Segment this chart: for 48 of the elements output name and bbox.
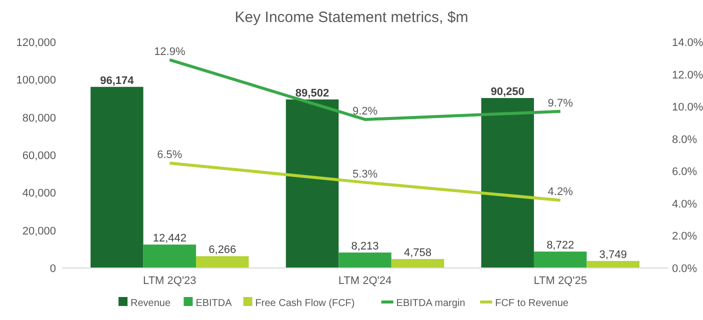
y2-tick-label: 2.0% xyxy=(672,230,698,243)
y-tick-label: 40,000 xyxy=(22,188,56,200)
data-label: 6.5% xyxy=(157,149,182,162)
y-tick-label: 120,000 xyxy=(16,37,56,49)
bar xyxy=(143,244,196,268)
y-tick-label: 100,000 xyxy=(16,74,56,87)
x-tick-label: LTM 2Q'24 xyxy=(338,275,392,287)
data-label: 9.2% xyxy=(352,105,378,118)
legend-label: EBITDA xyxy=(196,298,232,309)
data-label: 8,722 xyxy=(546,240,574,252)
y2-tick-label: 8.0% xyxy=(672,134,698,146)
data-label: 12,442 xyxy=(152,232,186,245)
x-tick-label: LTM 2Q'23 xyxy=(143,275,196,287)
x-tick-label: LTM 2Q'25 xyxy=(534,275,587,287)
data-label: 8,213 xyxy=(351,240,379,253)
bar xyxy=(90,86,144,268)
data-label: 4.2% xyxy=(548,186,574,198)
bar xyxy=(338,252,392,268)
data-label: 6,266 xyxy=(208,244,236,256)
y2-tick-label: 14.0% xyxy=(672,37,703,49)
data-label: 12.9% xyxy=(154,46,186,58)
bar xyxy=(586,260,640,268)
data-label: 96,174 xyxy=(100,74,135,87)
data-label: 9.7% xyxy=(548,97,574,110)
legend-label: Free Cash Flow (FCF) xyxy=(255,298,355,309)
y2-tick-label: 4.0% xyxy=(672,198,698,210)
bar xyxy=(391,259,444,268)
data-label: 90,250 xyxy=(490,86,524,98)
y-tick-label: 80,000 xyxy=(22,112,56,124)
chart-title: Key Income Statement metrics, $m xyxy=(234,9,468,26)
legend-label: FCF to Revenue xyxy=(495,298,569,309)
y2-tick-label: 10.0% xyxy=(672,102,703,114)
data-label: 89,502 xyxy=(295,87,330,100)
y-tick-label: 60,000 xyxy=(22,150,56,162)
bar xyxy=(534,252,587,268)
y2-tick-label: 0.0% xyxy=(672,263,698,275)
y2-tick-label: 12.0% xyxy=(672,69,703,82)
bar xyxy=(196,256,249,268)
bar xyxy=(286,99,339,268)
data-label: 3,749 xyxy=(599,248,627,261)
y-tick-label: 0 xyxy=(50,263,56,275)
data-label: 5.3% xyxy=(352,168,378,180)
legend-label: Revenue xyxy=(130,298,171,309)
y-tick-label: 20,000 xyxy=(22,225,56,238)
data-label: 4,758 xyxy=(404,247,432,260)
bar xyxy=(481,98,534,268)
legend-label: EBITDA margin xyxy=(396,298,466,309)
y2-tick-label: 6.0% xyxy=(672,166,698,178)
